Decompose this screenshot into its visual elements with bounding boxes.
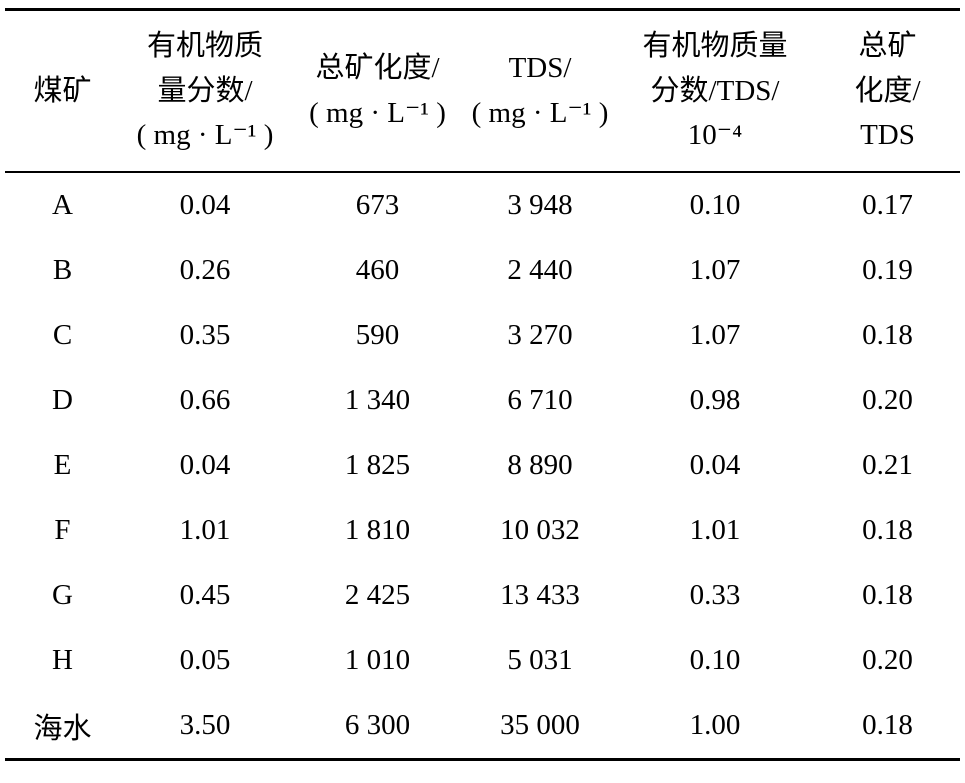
cell-tds: 3 270 (507, 319, 573, 351)
cell-mine: F (54, 514, 71, 546)
cell-organic-tds-ratio: 1.01 (689, 514, 741, 546)
cell-mine: G (52, 579, 73, 611)
cell-organic-fraction: 0.45 (179, 579, 231, 611)
cell-organic-tds-ratio: 0.10 (689, 644, 741, 676)
header-row: 煤矿 有机物质 量分数/ ( mg · L⁻¹ ) 总矿化度/ ( mg · L… (5, 10, 960, 172)
cell-mine: C (52, 319, 73, 351)
cell-organic-fraction: 3.50 (179, 709, 231, 741)
table-row: D 0.66 1 340 6 710 0.98 0.20 (5, 368, 960, 433)
cell-tds: 3 948 (507, 189, 573, 221)
cell-mine: B (52, 254, 73, 286)
cell-organic-tds-ratio: 1.00 (689, 709, 741, 741)
header-mine: 煤矿 (33, 74, 92, 107)
cell-tds: 8 890 (507, 449, 573, 481)
cell-mine: A (52, 189, 73, 221)
cell-organic-tds-ratio: 0.10 (689, 189, 741, 221)
cell-organic-tds-ratio: 1.07 (689, 254, 741, 286)
header-mineralization-tds-ratio: 总矿 化度/ TDS (854, 29, 921, 152)
cell-mineralization: 1 010 (344, 644, 411, 676)
cell-tds: 35 000 (500, 709, 580, 741)
cell-mine: E (53, 449, 72, 481)
cell-tds: 13 433 (500, 579, 580, 611)
cell-mineralization-tds-ratio: 0.21 (862, 449, 913, 481)
cell-mineralization: 6 300 (344, 709, 411, 741)
table-row: F 1.01 1 810 10 032 1.01 0.18 (5, 498, 960, 563)
table-row: A 0.04 673 3 948 0.10 0.17 (5, 172, 960, 238)
cell-tds: 6 710 (507, 384, 573, 416)
table-row: B 0.26 460 2 440 1.07 0.19 (5, 238, 960, 303)
cell-tds: 5 031 (507, 644, 573, 676)
table-row: E 0.04 1 825 8 890 0.04 0.21 (5, 433, 960, 498)
cell-mine: 海水 (33, 712, 92, 745)
cell-organic-fraction: 0.35 (179, 319, 231, 351)
cell-mineralization: 673 (355, 189, 400, 221)
cell-mine: D (52, 384, 73, 416)
cell-mineralization-tds-ratio: 0.19 (862, 254, 913, 286)
header-total-mineralization: 总矿化度/ ( mg · L⁻¹ ) (309, 52, 446, 129)
cell-organic-tds-ratio: 1.07 (689, 319, 741, 351)
cell-tds: 2 440 (507, 254, 573, 286)
header-organic-fraction: 有机物质 量分数/ ( mg · L⁻¹ ) (136, 29, 274, 152)
table-row: 海水 3.50 6 300 35 000 1.00 0.18 (5, 693, 960, 760)
cell-organic-tds-ratio: 0.33 (689, 579, 741, 611)
cell-mineralization-tds-ratio: 0.18 (862, 579, 913, 611)
cell-organic-fraction: 0.04 (179, 189, 231, 221)
table-row: C 0.35 590 3 270 1.07 0.18 (5, 303, 960, 368)
cell-mineralization: 460 (355, 254, 400, 286)
cell-mineralization-tds-ratio: 0.17 (862, 189, 913, 221)
cell-organic-fraction: 0.26 (179, 254, 231, 286)
cell-mineralization-tds-ratio: 0.18 (862, 709, 913, 741)
table-row: H 0.05 1 010 5 031 0.10 0.20 (5, 628, 960, 693)
cell-mineralization: 590 (355, 319, 400, 351)
cell-organic-fraction: 1.01 (179, 514, 231, 546)
cell-organic-fraction: 0.04 (179, 449, 231, 481)
cell-mineralization-tds-ratio: 0.20 (862, 644, 913, 676)
header-tds: TDS/ ( mg · L⁻¹ ) (471, 52, 609, 129)
cell-mineralization: 1 810 (344, 514, 411, 546)
cell-mineralization: 2 425 (344, 579, 411, 611)
cell-organic-fraction: 0.05 (179, 644, 231, 676)
table-row: G 0.45 2 425 13 433 0.33 0.18 (5, 563, 960, 628)
cell-mineralization-tds-ratio: 0.18 (862, 514, 913, 546)
cell-tds: 10 032 (500, 514, 580, 546)
cell-organic-fraction: 0.66 (179, 384, 231, 416)
cell-organic-tds-ratio: 0.98 (689, 384, 741, 416)
cell-mineralization: 1 825 (344, 449, 411, 481)
cell-mine: H (52, 644, 73, 676)
coal-mine-water-quality-table: 煤矿 有机物质 量分数/ ( mg · L⁻¹ ) 总矿化度/ ( mg · L… (5, 8, 960, 761)
cell-organic-tds-ratio: 0.04 (689, 449, 741, 481)
cell-mineralization: 1 340 (344, 384, 411, 416)
cell-mineralization-tds-ratio: 0.20 (862, 384, 913, 416)
header-organic-fraction-tds-ratio: 有机物质量 分数/TDS/ 10⁻⁴ (642, 29, 788, 152)
cell-mineralization-tds-ratio: 0.18 (862, 319, 913, 351)
